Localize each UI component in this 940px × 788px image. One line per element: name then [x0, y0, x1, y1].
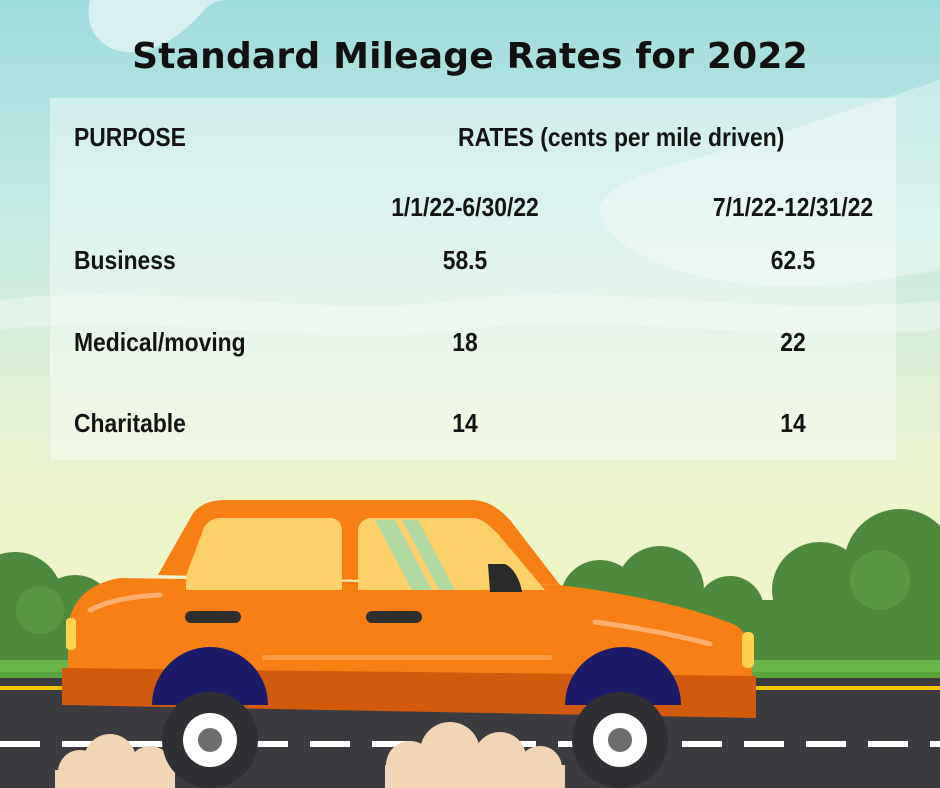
rate-business-h2: 62.5: [770, 245, 816, 275]
rates-table-panel: [50, 98, 896, 460]
car-window-glare: [375, 520, 432, 590]
cloud-swirl-right: [600, 80, 940, 287]
period-header-h1: 1/1/22-6/30/22: [391, 192, 539, 222]
rate-charitable-h1: 14: [452, 408, 478, 438]
cloud-band: [0, 294, 940, 336]
car-body-highlight: [87, 592, 163, 613]
car-door-handle-front: [185, 611, 241, 623]
dust-cloud-left: [55, 734, 175, 788]
car-wheel-rear: [162, 692, 258, 788]
rate-medical-moving-h2: 22: [780, 327, 806, 357]
car-front-window: [186, 518, 342, 590]
page-title: Standard Mileage Rates for 2022: [132, 36, 808, 77]
dust-cloud-center: [385, 722, 565, 788]
cloud-swirl-top: [88, 0, 230, 53]
car-wheel-arch-front: [565, 647, 681, 705]
car-mirror: [488, 564, 522, 592]
row-label-charitable: Charitable: [74, 408, 186, 438]
rate-charitable-h2: 14: [780, 408, 806, 438]
car-wheel-front: [572, 692, 668, 788]
period-header-h2: 7/1/22-12/31/22: [712, 192, 874, 222]
bushes-highlight: [16, 550, 910, 634]
purpose-header: PURPOSE: [74, 122, 186, 152]
car-door-handle-rear: [366, 611, 422, 623]
car-body-crease: [262, 655, 552, 660]
car-illustration: [62, 500, 756, 788]
row-label-medical-moving: Medical/moving: [74, 327, 246, 357]
car-tail-light: [66, 618, 76, 650]
row-label-business: Business: [74, 245, 176, 275]
car-head-light: [742, 632, 754, 668]
rates-header: RATES (cents per mile driven): [458, 122, 785, 152]
rate-business-h1: 58.5: [442, 245, 488, 275]
rate-medical-moving-h1: 18: [452, 327, 478, 357]
car-wheel-arch-rear: [152, 647, 268, 705]
